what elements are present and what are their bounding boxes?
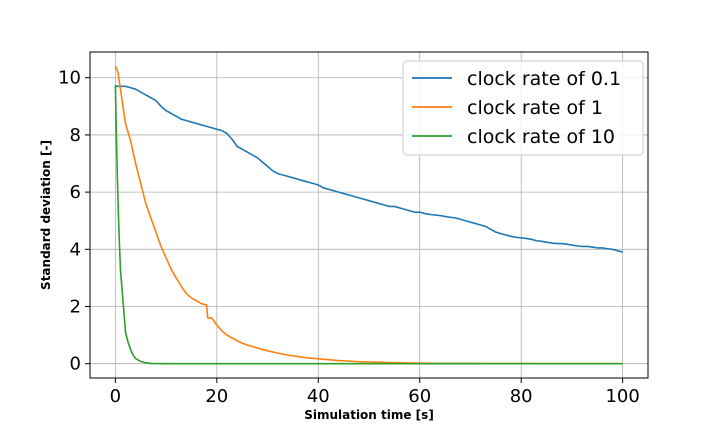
ticks: 0 20 40 60 80 100 0 2 4 6 8 10: [58, 68, 640, 407]
x-tick-label: 60: [408, 386, 431, 407]
y-tick-label: 10: [58, 68, 81, 89]
series-layer: [114, 65, 623, 365]
x-tick-label: 0: [110, 386, 121, 407]
legend: clock rate of 0.1 clock rate of 1 clock ra…: [402, 60, 644, 156]
legend-label-3: clock rate of 10: [467, 126, 615, 148]
x-tick-label: 100: [605, 386, 639, 407]
x-tick-label: 80: [510, 386, 533, 407]
y-tick-label: 2: [70, 297, 81, 318]
x-tick-label: 40: [307, 386, 330, 407]
legend-box: [402, 60, 644, 156]
y-tick-label: 4: [70, 239, 81, 260]
plot-frame: [89, 51, 649, 379]
y-tick-label: 0: [70, 354, 81, 375]
series-line-1: [115, 85, 623, 253]
x-tick-label: 20: [205, 386, 228, 407]
y-axis-label: Standard deviation [-]: [39, 140, 53, 290]
x-axis-label: Simulation time [s]: [304, 408, 434, 422]
y-tick-label: 8: [70, 125, 81, 146]
series-line-3: [114, 84, 623, 365]
y-tick-label: 6: [70, 182, 81, 203]
legend-label-2: clock rate of 1: [467, 97, 603, 119]
legend-label-1: clock rate of 0.1: [467, 68, 621, 90]
